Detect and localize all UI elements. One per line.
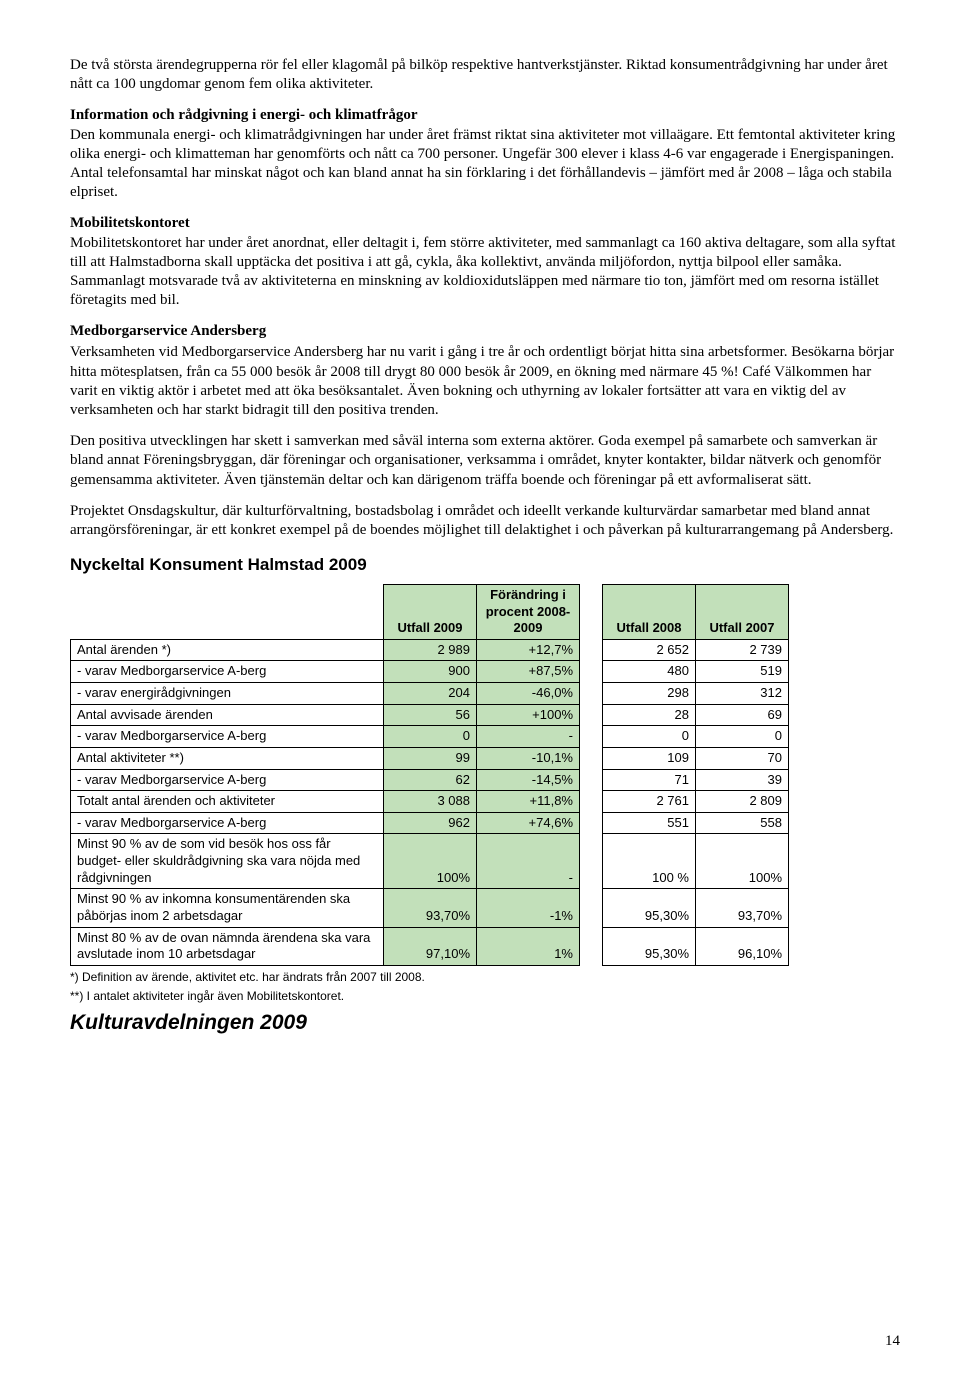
row-u09: 962 (384, 812, 477, 834)
kpi-table-title: Nyckeltal Konsument Halmstad 2009 (70, 554, 900, 576)
row-budget-u09: 100% (384, 834, 477, 889)
row-u08: 480 (603, 661, 696, 683)
row-u08: 0 (603, 726, 696, 748)
row-u08: 109 (603, 747, 696, 769)
row-label: - varav Medborgarservice A-berg (71, 661, 384, 683)
row-close-u09: 97,10% (384, 927, 477, 965)
col-change: Förändring i procent 2008-2009 (477, 584, 580, 639)
section-mobility-title: Mobilitetskontoret (70, 215, 190, 231)
table-row: Totalt antal ärenden och aktiviteter3 08… (71, 791, 789, 813)
row-label: Antal ärenden *) (71, 639, 384, 661)
row-label: - varav Medborgarservice A-berg (71, 812, 384, 834)
row-u08: 2 761 (603, 791, 696, 813)
row-budget-chg: - (477, 834, 580, 889)
col-utfall-2008: Utfall 2008 (603, 584, 696, 639)
row-u08: 28 (603, 704, 696, 726)
department-heading: Kulturavdelningen 2009 (70, 1010, 900, 1037)
section-info-title: Information och rådgivning i energi- och… (70, 107, 417, 123)
row-close-u07: 96,10% (696, 927, 789, 965)
row-chg: -14,5% (477, 769, 580, 791)
row-chg: +100% (477, 704, 580, 726)
row-budget-u08: 100 % (603, 834, 696, 889)
row-u07: 312 (696, 683, 789, 705)
section-medborgar-title: Medborgarservice Andersberg (70, 322, 900, 341)
row-chg: +11,8% (477, 791, 580, 813)
table-row: - varav Medborgarservice A-berg0-00 (71, 726, 789, 748)
row-label: - varav Medborgarservice A-berg (71, 726, 384, 748)
table-row: Antal aktiviteter **)99-10,1% 10970 (71, 747, 789, 769)
section-info: Information och rådgivning i energi- och… (70, 106, 900, 202)
row-label: Totalt antal ärenden och aktiviteter (71, 791, 384, 813)
row-u07: 558 (696, 812, 789, 834)
row-u08: 71 (603, 769, 696, 791)
table-row: - varav Medborgarservice A-berg962+74,6%… (71, 812, 789, 834)
row-start-chg: -1% (477, 889, 580, 927)
row-u07: 2 739 (696, 639, 789, 661)
row-chg: -10,1% (477, 747, 580, 769)
row-u08: 2 652 (603, 639, 696, 661)
col-utfall-2007: Utfall 2007 (696, 584, 789, 639)
col-utfall-2009: Utfall 2009 (384, 584, 477, 639)
row-u07: 39 (696, 769, 789, 791)
table-row: - varav Medborgarservice A-berg62-14,5% 7… (71, 769, 789, 791)
table-row: Antal avvisade ärenden56+100% 2869 (71, 704, 789, 726)
table-row: - varav energirådgivningen204-46,0% 29831… (71, 683, 789, 705)
row-u09: 3 088 (384, 791, 477, 813)
footnote-1: *) Definition av ärende, aktivitet etc. … (70, 970, 900, 985)
row-chg: -46,0% (477, 683, 580, 705)
row-chg: +12,7% (477, 639, 580, 661)
section-medborgar-p2: Den positiva utvecklingen har skett i sa… (70, 432, 900, 490)
row-u07: 519 (696, 661, 789, 683)
row-start-label: Minst 90 % av inkomna konsumentärenden s… (71, 889, 384, 927)
row-u09: 204 (384, 683, 477, 705)
row-label: Antal aktiviteter **) (71, 747, 384, 769)
row-chg: +87,5% (477, 661, 580, 683)
row-close-label: Minst 80 % av de ovan nämnda ärendena sk… (71, 927, 384, 965)
row-u08: 551 (603, 812, 696, 834)
row-chg: +74,6% (477, 812, 580, 834)
row-start-u08: 95,30% (603, 889, 696, 927)
row-u07: 69 (696, 704, 789, 726)
row-close-chg: 1% (477, 927, 580, 965)
row-u07: 0 (696, 726, 789, 748)
row-close-u08: 95,30% (603, 927, 696, 965)
row-label: Antal avvisade ärenden (71, 704, 384, 726)
table-row: Antal ärenden *)2 989+12,7% 2 6522 739 (71, 639, 789, 661)
table-row: - varav Medborgarservice A-berg900+87,5%… (71, 661, 789, 683)
footnote-2: **) I antalet aktiviteter ingår även Mob… (70, 989, 900, 1004)
section-mobility: Mobilitetskontoret Mobilitetskontoret ha… (70, 214, 900, 310)
row-budget-label: Minst 90 % av de som vid besök hos oss f… (71, 834, 384, 889)
row-u08: 298 (603, 683, 696, 705)
kpi-header-row: Utfall 2009 Förändring i procent 2008-20… (71, 584, 789, 639)
row-u09: 0 (384, 726, 477, 748)
intro-paragraph: De två största ärendegrupperna rör fel e… (70, 56, 900, 94)
row-label: - varav energirådgivningen (71, 683, 384, 705)
kpi-table: Utfall 2009 Förändring i procent 2008-20… (70, 584, 789, 966)
page-number: 14 (885, 1332, 900, 1351)
row-u09: 62 (384, 769, 477, 791)
row-start-u07: 93,70% (696, 889, 789, 927)
row-u09: 2 989 (384, 639, 477, 661)
row-label: - varav Medborgarservice A-berg (71, 769, 384, 791)
section-medborgar-p3: Projektet Onsdagskultur, där kulturförva… (70, 502, 900, 540)
row-u09: 900 (384, 661, 477, 683)
section-info-body: Den kommunala energi- och klimatrådgivni… (70, 127, 895, 201)
row-u07: 70 (696, 747, 789, 769)
row-start-u09: 93,70% (384, 889, 477, 927)
row-u09: 56 (384, 704, 477, 726)
section-mobility-body: Mobilitetskontoret har under året anordn… (70, 235, 895, 309)
section-medborgar-p1: Verksamheten vid Medborgarservice Anders… (70, 343, 900, 420)
row-u09: 99 (384, 747, 477, 769)
row-budget-u07: 100% (696, 834, 789, 889)
row-u07: 2 809 (696, 791, 789, 813)
row-chg: - (477, 726, 580, 748)
